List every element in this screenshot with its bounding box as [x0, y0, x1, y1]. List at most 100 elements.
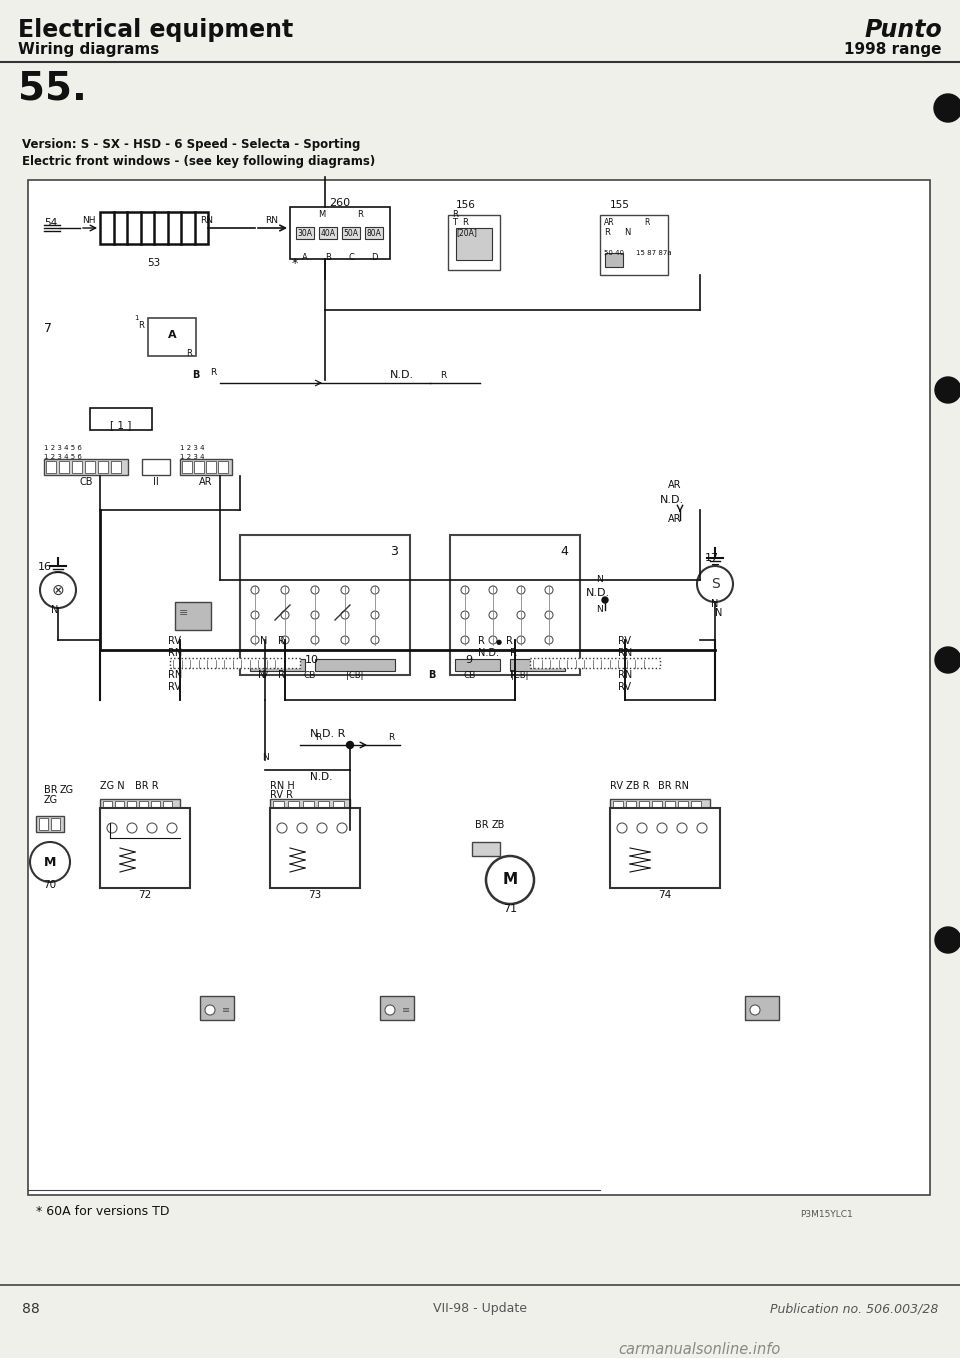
Text: 155: 155 — [610, 200, 630, 210]
Circle shape — [602, 598, 608, 603]
Circle shape — [341, 587, 349, 593]
Text: R: R — [510, 648, 516, 659]
Circle shape — [935, 928, 960, 953]
Text: 72: 72 — [138, 889, 152, 900]
Text: R: R — [644, 219, 649, 227]
Text: [ 1 ]: [ 1 ] — [110, 420, 132, 430]
Circle shape — [934, 94, 960, 122]
Text: AR: AR — [668, 513, 682, 524]
Bar — [194, 460, 204, 473]
Text: M: M — [319, 210, 325, 219]
Text: RN: RN — [618, 648, 633, 659]
Bar — [605, 253, 623, 268]
Bar — [303, 801, 314, 811]
Bar — [182, 460, 192, 473]
Bar — [530, 659, 660, 668]
Text: carmanualsonline.info: carmanualsonline.info — [619, 1342, 781, 1357]
Circle shape — [935, 378, 960, 403]
Circle shape — [517, 587, 525, 593]
Text: CB: CB — [80, 477, 93, 488]
Text: [20A]: [20A] — [456, 228, 477, 238]
Circle shape — [40, 572, 76, 608]
Text: AR: AR — [668, 479, 682, 490]
Text: 17: 17 — [705, 553, 719, 564]
Circle shape — [30, 842, 70, 881]
Text: Version: S - SX - HSD - 6 Speed - Selecta - Sporting: Version: S - SX - HSD - 6 Speed - Select… — [22, 139, 360, 151]
Bar — [100, 799, 180, 813]
Text: R: R — [452, 210, 458, 219]
Circle shape — [750, 1005, 760, 1014]
Bar — [72, 460, 82, 473]
Bar — [613, 801, 623, 811]
Bar — [270, 799, 350, 813]
Text: 15 87 87a: 15 87 87a — [636, 250, 672, 257]
Text: R: R — [357, 210, 363, 219]
Bar — [745, 995, 779, 1020]
Circle shape — [697, 823, 707, 832]
Bar — [270, 808, 360, 888]
Text: 3: 3 — [390, 545, 398, 558]
Bar — [365, 227, 383, 239]
Bar — [148, 318, 196, 356]
Text: S: S — [710, 577, 719, 591]
Circle shape — [935, 95, 960, 121]
Text: N: N — [260, 636, 268, 646]
Bar — [250, 659, 305, 671]
Text: RV R: RV R — [270, 790, 293, 800]
Text: 1 2 3 4 5 6: 1 2 3 4 5 6 — [44, 445, 82, 451]
Circle shape — [697, 566, 733, 602]
Circle shape — [281, 611, 289, 619]
Text: V: V — [262, 671, 268, 680]
Text: 88: 88 — [22, 1302, 39, 1316]
Text: CB: CB — [303, 671, 316, 680]
Text: Publication no. 506.003/28: Publication no. 506.003/28 — [770, 1302, 938, 1315]
Circle shape — [545, 636, 553, 644]
Text: BR: BR — [44, 785, 58, 794]
Bar — [319, 227, 337, 239]
Text: A: A — [302, 253, 308, 262]
Text: M: M — [502, 872, 517, 888]
Text: 4: 4 — [560, 545, 568, 558]
Circle shape — [251, 587, 259, 593]
Bar — [510, 659, 565, 671]
Text: N.D.: N.D. — [660, 496, 684, 505]
Circle shape — [251, 611, 259, 619]
Bar — [691, 801, 701, 811]
Text: 1998 range: 1998 range — [845, 42, 942, 57]
Text: 55.: 55. — [18, 71, 86, 109]
Text: RN: RN — [168, 669, 182, 680]
Text: N.D.: N.D. — [390, 369, 414, 380]
Text: |CB|: |CB| — [512, 671, 529, 680]
Circle shape — [281, 587, 289, 593]
Text: R: R — [186, 349, 192, 359]
Text: C: C — [348, 253, 354, 262]
Text: 54: 54 — [44, 219, 58, 228]
Text: ≡: ≡ — [179, 608, 188, 618]
Bar — [610, 808, 720, 888]
Text: BR RN: BR RN — [658, 781, 689, 790]
Text: B: B — [192, 369, 200, 380]
Text: 50 40: 50 40 — [604, 250, 624, 257]
Text: M: M — [44, 856, 57, 869]
Text: N.D.: N.D. — [586, 588, 611, 598]
Text: ZG N: ZG N — [100, 781, 125, 790]
Bar — [455, 659, 500, 671]
Circle shape — [371, 587, 379, 593]
Text: ≡: ≡ — [222, 1005, 230, 1014]
Text: 9: 9 — [465, 655, 472, 665]
Text: R: R — [278, 669, 285, 680]
Circle shape — [311, 587, 319, 593]
Circle shape — [461, 587, 469, 593]
Text: D: D — [371, 253, 377, 262]
Text: ⊗: ⊗ — [52, 583, 64, 598]
Circle shape — [486, 856, 534, 904]
Bar — [163, 801, 172, 811]
Text: 50A: 50A — [344, 230, 358, 238]
Bar — [142, 459, 170, 475]
Text: N: N — [624, 228, 631, 238]
Text: 40A: 40A — [321, 230, 335, 238]
Circle shape — [677, 823, 687, 832]
Text: RV: RV — [168, 682, 181, 693]
Circle shape — [317, 823, 327, 832]
Text: ZB: ZB — [492, 820, 505, 830]
